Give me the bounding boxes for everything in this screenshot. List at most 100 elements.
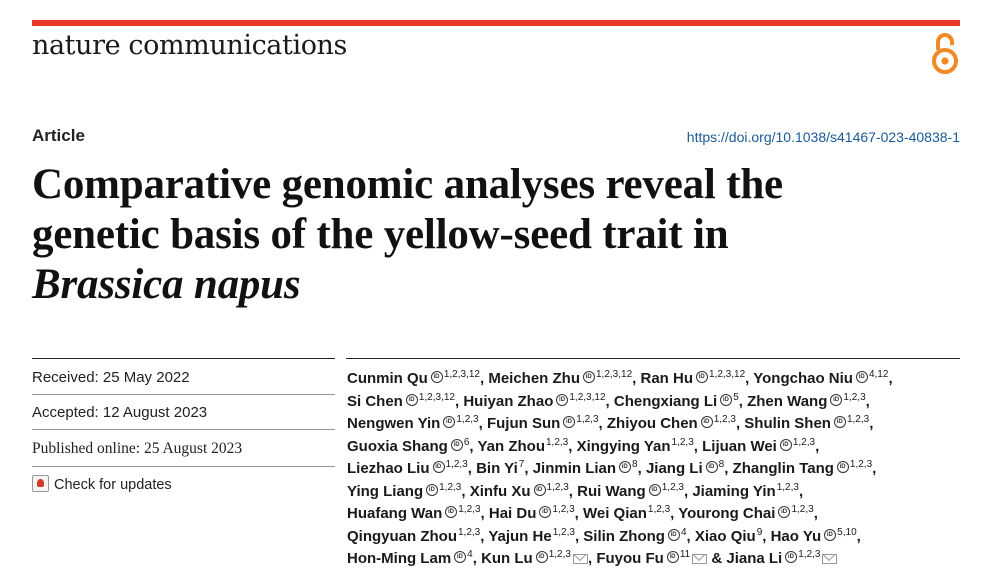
author-name[interactable]: Chengxiang Li xyxy=(613,392,718,410)
affiliation-marker[interactable]: 1,2,3 xyxy=(458,526,481,538)
affiliation-marker[interactable]: 8 xyxy=(632,459,638,470)
author-name[interactable]: Yajun He xyxy=(488,527,552,545)
affiliation-marker[interactable]: 11 xyxy=(679,549,691,560)
orcid-icon[interactable] xyxy=(430,371,443,383)
orcid-icon[interactable] xyxy=(700,416,713,428)
orcid-icon[interactable] xyxy=(855,371,868,383)
affiliation-marker[interactable]: 5,10 xyxy=(837,526,857,538)
author-name[interactable]: Huiyan Zhao xyxy=(463,392,554,410)
author-name[interactable]: Nengwen Yin xyxy=(347,415,441,432)
affiliation-marker[interactable]: 1,2,3 xyxy=(846,414,870,425)
author-name[interactable]: Si Chen xyxy=(347,392,403,410)
orcid-icon[interactable] xyxy=(443,416,456,428)
orcid-icon[interactable] xyxy=(563,416,576,428)
author-name[interactable]: Meichen Zhu xyxy=(488,370,580,387)
author-name[interactable]: Lijuan Wei xyxy=(702,437,777,455)
orcid-icon[interactable] xyxy=(539,506,552,518)
email-icon[interactable] xyxy=(572,554,588,564)
author-name[interactable]: Fujun Sun xyxy=(486,415,561,432)
author-name[interactable]: Cunmin Qu xyxy=(347,370,428,387)
affiliation-marker[interactable]: 8 xyxy=(718,459,725,470)
affiliation-marker[interactable]: 1,2,3 xyxy=(798,549,821,560)
author-name[interactable]: Rui Wang xyxy=(577,482,646,500)
orcid-icon[interactable] xyxy=(666,551,679,563)
doi-link[interactable]: https://doi.org/10.1038/s41467-023-40838… xyxy=(686,129,960,145)
orcid-icon[interactable] xyxy=(705,461,718,473)
orcid-icon[interactable] xyxy=(779,438,792,451)
affiliation-marker[interactable]: 4 xyxy=(467,549,473,560)
orcid-icon[interactable] xyxy=(648,483,661,496)
author-name[interactable]: Hao Yu xyxy=(770,527,822,545)
affiliation-marker[interactable]: 1,2,3 xyxy=(552,504,575,515)
affiliation-marker[interactable]: 1,2,3 xyxy=(647,504,671,515)
affiliation-marker[interactable]: 6 xyxy=(463,436,470,448)
orcid-icon[interactable] xyxy=(450,438,463,451)
affiliation-marker[interactable]: 1,2,3 xyxy=(576,414,599,425)
author-name[interactable]: Ran Hu xyxy=(640,370,694,387)
affiliation-marker[interactable]: 7 xyxy=(518,459,525,470)
author-name[interactable]: Huafang Wan xyxy=(347,505,443,522)
author-name[interactable]: Zhiyou Chen xyxy=(606,415,698,432)
author-name[interactable]: Hai Du xyxy=(488,505,537,522)
author-name[interactable]: Jiaming Yin xyxy=(692,482,776,500)
orcid-icon[interactable] xyxy=(556,393,569,406)
affiliation-marker[interactable]: 1,2,3,12 xyxy=(596,369,633,380)
affiliation-marker[interactable]: 1,2,3,12 xyxy=(443,369,480,380)
affiliation-marker[interactable]: 1,2,3,12 xyxy=(569,391,606,403)
orcid-icon[interactable] xyxy=(778,506,791,518)
author-name[interactable]: Fuyou Fu xyxy=(596,550,664,567)
affiliation-marker[interactable]: 1,2,3 xyxy=(548,549,571,560)
orcid-icon[interactable] xyxy=(833,416,846,428)
email-icon[interactable] xyxy=(822,554,838,564)
author-name[interactable]: Xinfu Xu xyxy=(469,482,531,500)
author-name[interactable]: Bin Yi xyxy=(476,460,518,477)
author-name[interactable]: Kun Lu xyxy=(481,550,533,567)
author-name[interactable]: Xingying Yan xyxy=(576,437,671,455)
orcid-icon[interactable] xyxy=(533,483,546,496)
affiliation-marker[interactable]: 1,2,3 xyxy=(671,436,694,448)
author-name[interactable]: Zhen Wang xyxy=(747,392,828,410)
author-name[interactable]: Wei Qian xyxy=(582,505,647,522)
affiliation-marker[interactable]: 1,2,3 xyxy=(791,504,814,515)
affiliation-marker[interactable]: 1,2,3 xyxy=(661,481,684,493)
affiliation-marker[interactable]: 1,2,3 xyxy=(445,459,468,470)
affiliation-marker[interactable]: 5 xyxy=(733,391,739,403)
author-name[interactable]: Ying Liang xyxy=(347,482,424,500)
affiliation-marker[interactable]: 1,2,3 xyxy=(792,436,816,448)
author-name[interactable]: Xiao Qiu xyxy=(694,527,756,545)
orcid-icon[interactable] xyxy=(619,461,632,473)
orcid-icon[interactable] xyxy=(583,371,595,383)
affiliation-marker[interactable]: 9 xyxy=(756,526,763,538)
author-name[interactable]: Qingyuan Zhou xyxy=(347,527,457,545)
author-name[interactable]: Jiang Li xyxy=(645,460,703,477)
author-name[interactable]: Silin Zhong xyxy=(583,527,665,545)
orcid-icon[interactable] xyxy=(667,528,680,541)
author-name[interactable]: Jinmin Lian xyxy=(532,460,617,477)
author-name[interactable]: Hon-Ming Lam xyxy=(347,550,452,567)
author-name[interactable]: Jiana Li xyxy=(726,550,783,567)
affiliation-marker[interactable]: 1,2,3 xyxy=(843,391,866,403)
orcid-icon[interactable] xyxy=(454,551,467,563)
orcid-icon[interactable] xyxy=(830,393,843,406)
affiliation-marker[interactable]: 1,2,3 xyxy=(849,459,873,470)
orcid-icon[interactable] xyxy=(696,371,708,383)
affiliation-marker[interactable]: 1,2,3 xyxy=(713,414,736,425)
orcid-icon[interactable] xyxy=(535,551,548,563)
orcid-icon[interactable] xyxy=(426,483,439,496)
journal-name[interactable]: nature communications xyxy=(32,30,347,61)
orcid-icon[interactable] xyxy=(785,551,798,563)
orcid-icon[interactable] xyxy=(432,461,445,473)
affiliation-marker[interactable]: 1,2,3 xyxy=(458,504,481,515)
author-name[interactable]: Yourong Chai xyxy=(678,505,776,522)
author-name[interactable]: Guoxia Shang xyxy=(347,437,448,455)
affiliation-marker[interactable]: 1,2,3 xyxy=(546,436,569,448)
orcid-icon[interactable] xyxy=(836,461,849,473)
email-icon[interactable] xyxy=(692,554,708,564)
orcid-icon[interactable] xyxy=(445,506,458,518)
author-name[interactable]: Yan Zhou xyxy=(477,437,546,455)
affiliation-marker[interactable]: 1,2,3,12 xyxy=(709,369,746,380)
affiliation-marker[interactable]: 4 xyxy=(680,526,687,538)
affiliation-marker[interactable]: 1,2,3,12 xyxy=(418,391,455,403)
affiliation-marker[interactable]: 4,12 xyxy=(868,369,889,380)
author-name[interactable]: Shulin Shen xyxy=(744,415,831,432)
